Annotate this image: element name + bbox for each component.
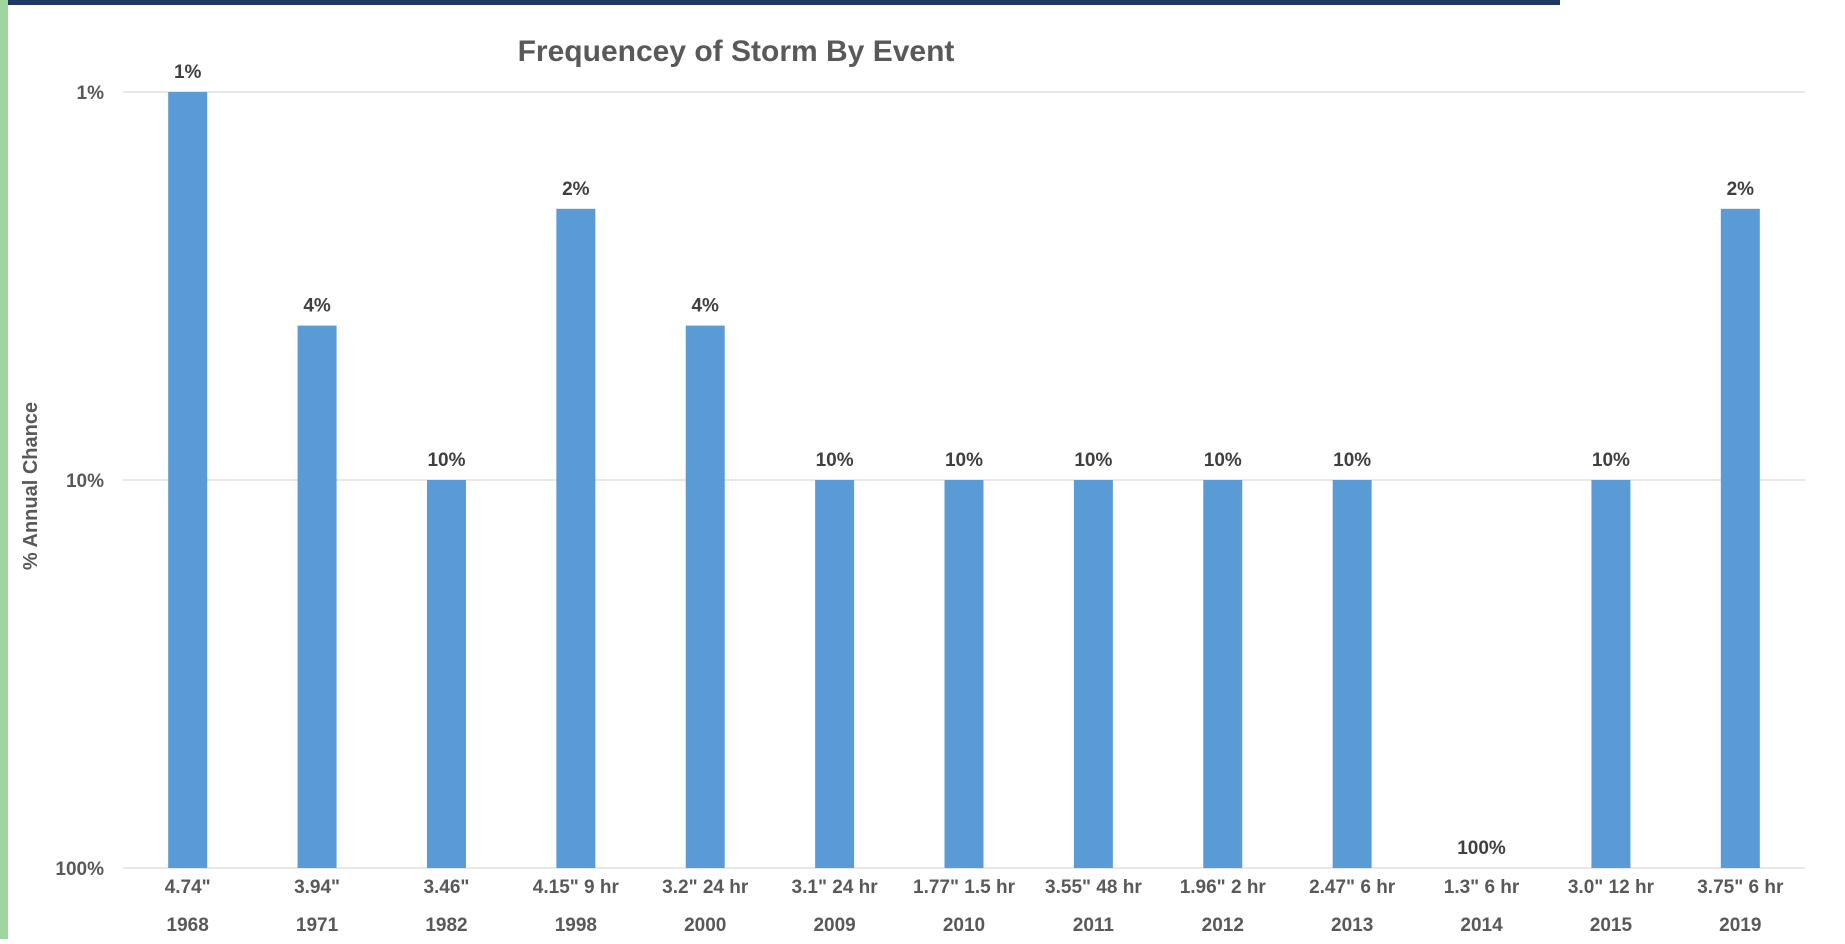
bar bbox=[168, 92, 208, 868]
data-label: 100% bbox=[1457, 838, 1506, 859]
data-label: 2% bbox=[562, 179, 590, 200]
x-tick-event: 1.3" 6 hr bbox=[1444, 877, 1520, 898]
data-label: 10% bbox=[1592, 450, 1630, 471]
data-label: 4% bbox=[303, 296, 331, 317]
y-tick-label: 1% bbox=[77, 83, 105, 104]
x-tick-year: 2000 bbox=[684, 915, 726, 936]
x-tick-year: 2012 bbox=[1202, 915, 1244, 936]
x-tick-year: 2014 bbox=[1460, 915, 1503, 936]
bar bbox=[685, 325, 725, 869]
x-tick-event: 3.0" 12 hr bbox=[1568, 877, 1655, 898]
x-tick-year: 1982 bbox=[425, 915, 467, 936]
data-label: 10% bbox=[816, 450, 854, 471]
bar bbox=[815, 480, 855, 868]
x-tick-year: 1971 bbox=[296, 915, 339, 936]
bar bbox=[426, 480, 466, 868]
y-axis-title: % Annual Chance bbox=[20, 402, 42, 570]
x-tick-year: 2013 bbox=[1331, 915, 1373, 936]
x-tick-event: 3.94" bbox=[294, 877, 340, 898]
bar bbox=[297, 325, 337, 869]
x-tick-event: 3.75" 6 hr bbox=[1697, 877, 1784, 898]
x-tick-event: 3.46" bbox=[423, 877, 469, 898]
y-axis-ticks: 1% 10% 100% bbox=[55, 83, 104, 880]
data-label: 10% bbox=[427, 450, 465, 471]
x-tick-event: 1.96" 2 hr bbox=[1180, 877, 1267, 898]
x-tick-year: 1968 bbox=[167, 915, 209, 936]
x-tick-event: 1.77" 1.5 hr bbox=[913, 877, 1016, 898]
y-tick-label: 10% bbox=[66, 471, 104, 492]
x-tick-year: 2011 bbox=[1073, 915, 1115, 936]
x-tick-event: 3.2" 24 hr bbox=[662, 877, 749, 898]
data-label: 2% bbox=[1727, 179, 1755, 200]
data-label: 10% bbox=[1204, 450, 1242, 471]
data-label: 4% bbox=[691, 296, 719, 317]
x-axis-ticks: 4.74" 1968 3.94" 1971 3.46" 1982 4.15" 9 hr 199… bbox=[165, 877, 1784, 936]
bars bbox=[168, 92, 1760, 869]
y-tick-label: 100% bbox=[55, 859, 104, 880]
x-tick-year: 2009 bbox=[813, 915, 855, 936]
data-label: 1% bbox=[174, 62, 202, 83]
bar bbox=[1203, 480, 1243, 868]
top-border-band bbox=[0, 0, 1560, 5]
bar-chart: 1% 4% 10% 2% 4% 10% 10% 10% 10% 10% 100% 10% 2% 1% 10… bbox=[20, 35, 1805, 936]
chart-title: Frequencey of Storm By Event bbox=[518, 35, 955, 68]
data-label: 10% bbox=[1074, 450, 1112, 471]
data-label: 10% bbox=[945, 450, 983, 471]
data-labels: 1% 4% 10% 2% 4% 10% 10% 10% 10% 10% 100% 10% 2% bbox=[174, 62, 1754, 859]
x-tick-event: 2.47" 6 hr bbox=[1309, 877, 1396, 898]
x-tick-event: 3.55" 48 hr bbox=[1045, 877, 1142, 898]
x-tick-year: 1998 bbox=[555, 915, 597, 936]
left-border-band bbox=[0, 0, 8, 939]
bar bbox=[556, 208, 596, 869]
bar bbox=[1332, 480, 1372, 868]
bar bbox=[1720, 208, 1760, 869]
x-tick-year: 2010 bbox=[943, 915, 985, 936]
bar bbox=[944, 480, 984, 868]
x-tick-event: 4.15" 9 hr bbox=[533, 877, 620, 898]
bar bbox=[1073, 480, 1113, 868]
x-tick-year: 2019 bbox=[1719, 915, 1761, 936]
chart-area: 1% 4% 10% 2% 4% 10% 10% 10% 10% 10% 100% 10% 2% 1% 10… bbox=[8, 5, 1845, 939]
x-tick-year: 2015 bbox=[1590, 915, 1633, 936]
x-tick-event: 4.74" bbox=[165, 877, 211, 898]
data-label: 10% bbox=[1333, 450, 1371, 471]
x-tick-event: 3.1" 24 hr bbox=[792, 877, 879, 898]
bar bbox=[1591, 480, 1631, 868]
